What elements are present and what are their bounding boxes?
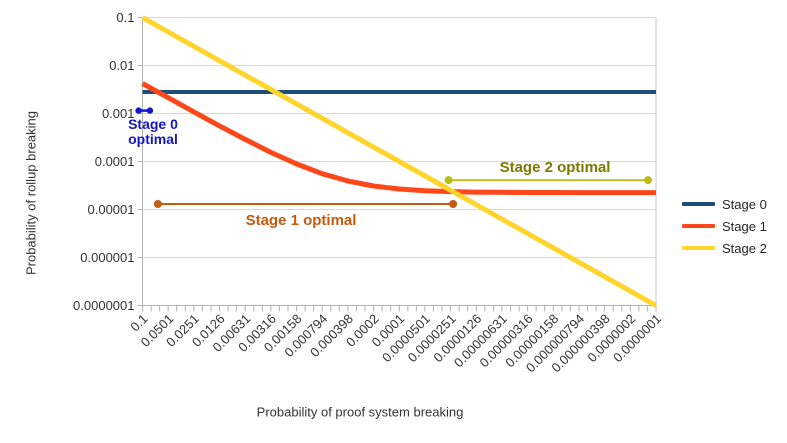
x-axis-title: Probability of proof system breaking: [256, 404, 464, 420]
annotation-stage1-optimal: Stage 1 optimal: [245, 212, 357, 229]
legend-item-stage-1: Stage 1: [682, 215, 767, 237]
annotation-stage2-optimal: Stage 2 optimal: [499, 159, 611, 176]
legend-item-stage-2: Stage 2: [682, 237, 767, 259]
stage2-optimal-start-dot: [444, 176, 453, 185]
legend-label-stage-2: Stage 2: [722, 240, 767, 256]
stage1-optimal-end-dot: [449, 200, 458, 208]
y-tick-label: 0.0000001: [73, 298, 134, 313]
legend-label-stage-1: Stage 1: [722, 218, 767, 234]
legend-swatch-stage-2: [682, 245, 715, 251]
legend-swatch-stage-1: [682, 223, 715, 229]
series-stage-2: [141, 15, 658, 308]
y-tick-label: 0.00001: [88, 202, 135, 217]
stage1-optimal-start-dot: [153, 200, 162, 208]
stage2-optimal-end-dot: [644, 176, 652, 185]
annotation-stage0-optimal-line2: optimal: [128, 131, 178, 147]
y-tick-label: 0.001: [102, 106, 135, 121]
legend: Stage 0 Stage 1 Stage 2: [682, 193, 767, 259]
y-tick-label: 0.000001: [80, 250, 134, 265]
y-tick-label: 0.0001: [95, 154, 135, 169]
y-tick-label: 0.01: [109, 58, 134, 73]
series-stage-1: [141, 81, 656, 196]
legend-label-stage-0: Stage 0: [722, 196, 767, 212]
legend-item-stage-0: Stage 0: [682, 193, 767, 215]
y-axis-title: Probability of rollup breaking: [23, 110, 39, 276]
stage0-optimal-start-dot: [135, 107, 142, 114]
legend-swatch-stage-0: [682, 201, 715, 207]
y-tick-label: 0.1: [116, 10, 134, 25]
annotation-stage0-optimal: Stage 0 optimal: [128, 117, 178, 147]
annotation-stage0-optimal-line1: Stage 0: [128, 116, 178, 132]
stage0-optimal-end-dot: [146, 107, 154, 114]
